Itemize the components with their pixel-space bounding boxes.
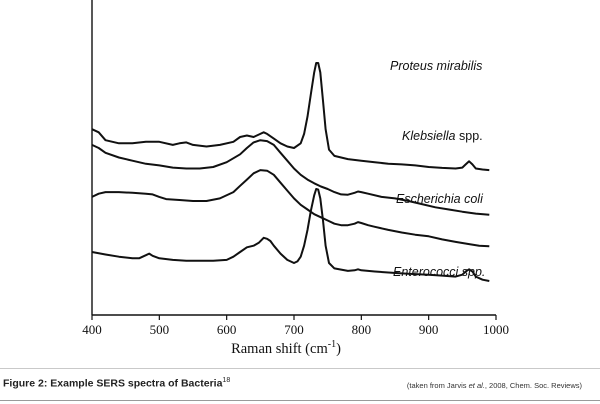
source-credit: (taken from Jarvis et al., 2008, Chem. S… (407, 381, 582, 390)
series-label: Proteus mirabilis (390, 59, 482, 73)
series-layer (91, 62, 490, 282)
series-label: Enterococci spp. (393, 265, 485, 279)
series-label-plain: spp. (456, 129, 483, 143)
spectrum-line-klebsiella-spp (91, 139, 490, 216)
divider-line (0, 368, 600, 369)
x-tick-label: 500 (150, 322, 170, 337)
x-tick-label: 800 (352, 322, 372, 337)
x-tick-label: 900 (419, 322, 439, 337)
x-axis-label-close: ) (336, 341, 341, 357)
series-label-italic: Proteus mirabilis (390, 59, 482, 73)
series-label-italic: Enterococci spp. (393, 265, 485, 279)
series-label: Escherichia coli (396, 192, 484, 206)
bottom-rule (0, 400, 600, 401)
spectrum-line-proteus-mirabilis (91, 62, 490, 172)
series-label-italic: Klebsiella (402, 129, 456, 143)
spectrum-line-enterococci-spp (91, 188, 490, 282)
credit-suffix: , 2008, Chem. Soc. Reviews) (484, 381, 582, 390)
series-label: Klebsiella spp. (402, 129, 483, 143)
sers-spectra-chart: Proteus mirabilis Klebsiella spp. Escheric… (82, 0, 509, 357)
series-label-layer: Proteus mirabilis Klebsiella spp. Escheric… (390, 59, 485, 279)
caption-text: Figure 2: Example SERS spectra of Bacter… (3, 377, 223, 390)
x-tick-label: 700 (284, 322, 304, 337)
x-tick-label: 1000 (483, 322, 509, 337)
spectrum-line-escherichia-coli (91, 169, 490, 248)
x-tick-label: 600 (217, 322, 237, 337)
credit-prefix: (taken from Jarvis (406, 381, 469, 390)
x-axis-label-sup: -1 (328, 339, 336, 350)
caption-reference: 18 (222, 377, 231, 384)
x-axis-label-main: Raman shift (cm (231, 341, 328, 357)
series-label-italic: Escherichia coli (396, 192, 484, 206)
x-tick-layer: 400 500 600 700 800 900 1000 (82, 315, 509, 337)
x-axis-label: Raman shift (cm-1) (231, 339, 341, 357)
figure-caption: Figure 2: Example SERS spectra of Bacter… (3, 377, 230, 390)
x-tick-label: 400 (82, 322, 102, 337)
credit-italic: et al. (468, 381, 485, 390)
